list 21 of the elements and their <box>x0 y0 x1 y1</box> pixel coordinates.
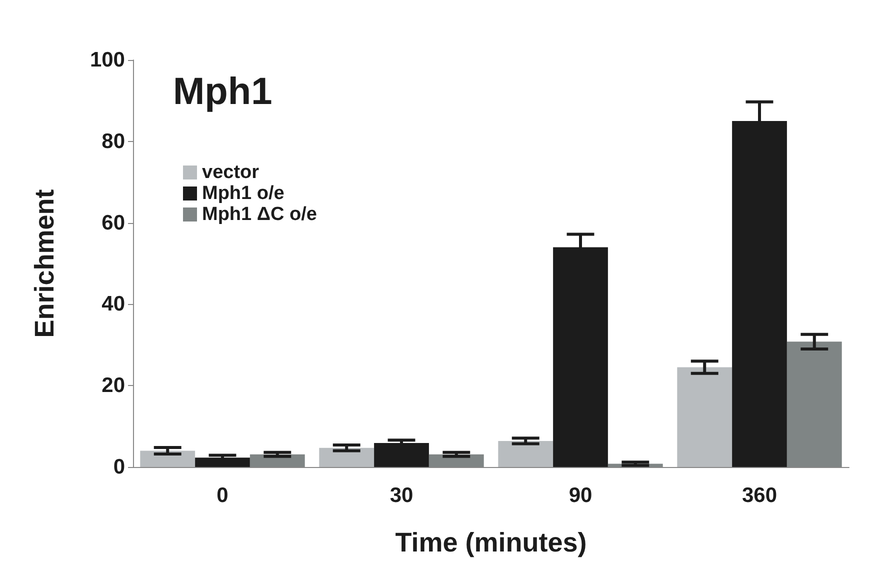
y-axis-title: Enrichment <box>30 189 60 338</box>
y-tick-label: 0 <box>113 456 125 478</box>
x-axis-title: Time (minutes) <box>395 528 587 558</box>
y-tick-label: 20 <box>102 374 125 398</box>
bar <box>319 448 374 467</box>
x-tick-label: 90 <box>568 484 592 507</box>
y-tick-label: 60 <box>102 211 125 234</box>
legend-label: vector <box>202 162 260 183</box>
x-tick-label: 360 <box>742 484 778 507</box>
y-tick-label: 100 <box>90 48 125 72</box>
bar <box>140 450 196 467</box>
bar <box>677 367 732 467</box>
x-tick-label: 0 <box>216 484 228 507</box>
legend-label: Mph1 o/e <box>202 183 284 204</box>
y-tick-label: 40 <box>102 292 125 316</box>
legend-label: Mph1 ΔC o/e <box>202 204 317 225</box>
chart-title: Mph1 <box>173 71 272 113</box>
bar <box>498 440 554 467</box>
y-tick-label: 80 <box>102 130 125 153</box>
x-tick-label: 30 <box>390 484 414 507</box>
bar <box>374 442 429 467</box>
